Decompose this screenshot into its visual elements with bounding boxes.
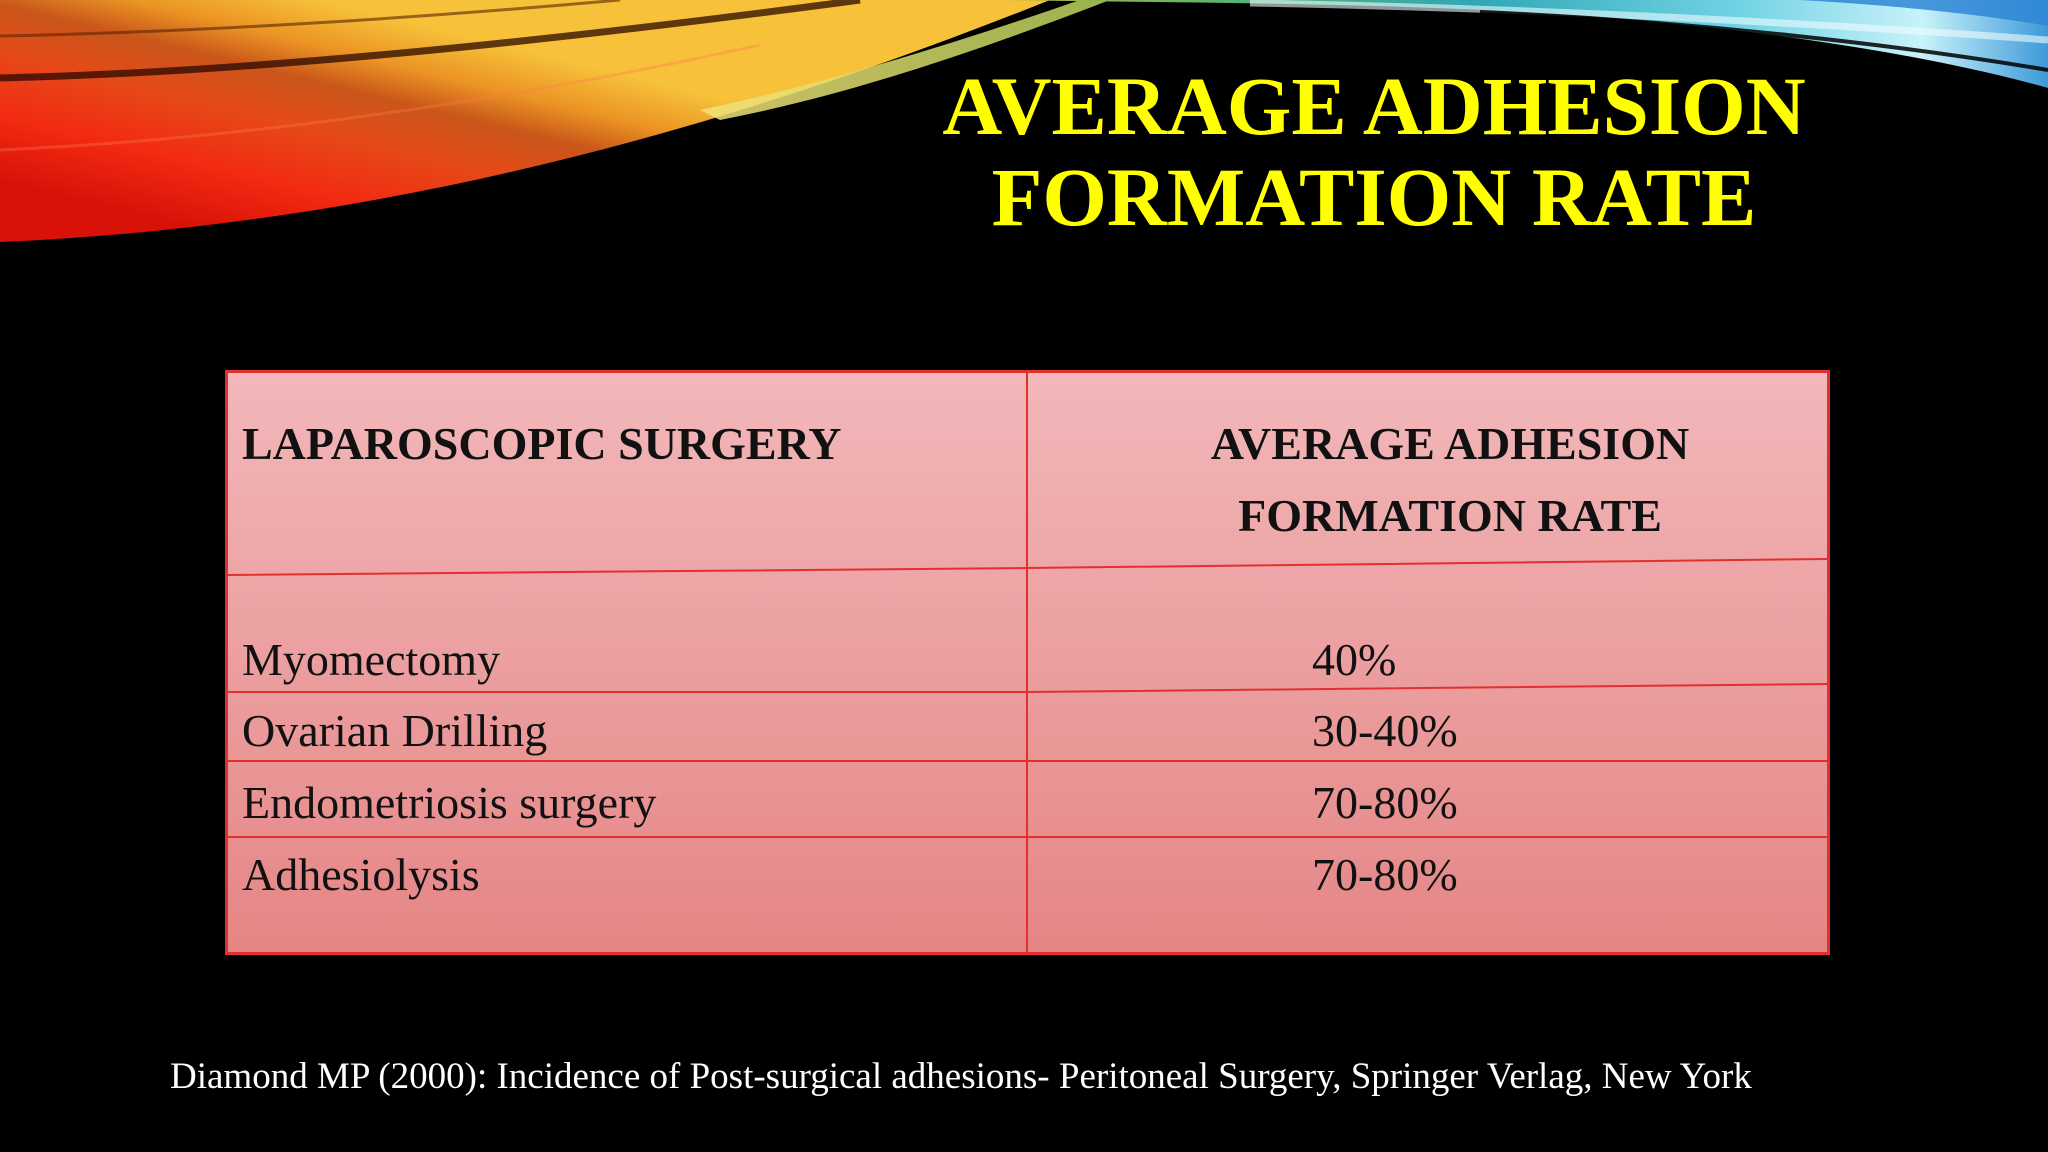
slide-title: AVERAGE ADHESION FORMATION RATE xyxy=(900,61,1848,243)
rate-cell: 70-80% xyxy=(1312,849,1458,900)
row-divider xyxy=(228,683,1828,693)
warm-ribbon-highlight xyxy=(0,43,761,152)
decorative-ribbons xyxy=(0,0,2048,242)
rate-cell: 40% xyxy=(1312,634,1397,685)
table-row: Ovarian Drilling 30-40% xyxy=(225,703,1830,759)
warm-ribbon xyxy=(0,0,1050,242)
blue-ribbon xyxy=(1800,0,2048,26)
column-header-rate: AVERAGE ADHESION FORMATION RATE xyxy=(1150,408,1750,552)
citation: Diamond MP (2000): Incidence of Post-sur… xyxy=(170,1056,1752,1097)
column-header-rate-line: FORMATION RATE xyxy=(1238,490,1662,541)
yellow-ribbon xyxy=(700,0,1110,120)
header-row-divider xyxy=(227,558,1828,576)
table-row: Adhesiolysis 70-80% xyxy=(225,847,1830,903)
warm-ribbon-thin-streak xyxy=(0,0,621,38)
adhesion-rate-table: LAPAROSCOPIC SURGERY AVERAGE ADHESION FO… xyxy=(225,370,1830,955)
table-grid-lines xyxy=(225,370,1830,955)
cool-ribbon-highlight xyxy=(1249,0,2048,44)
rate-cell: 70-80% xyxy=(1312,777,1458,828)
rate-cell: 30-40% xyxy=(1312,705,1458,756)
slide-title-line: AVERAGE ADHESION xyxy=(942,60,1806,152)
procedure-cell: Endometriosis surgery xyxy=(242,777,657,828)
table-row: Endometriosis surgery 70-80% xyxy=(225,775,1830,831)
table-row: Myomectomy 40% xyxy=(225,632,1830,688)
warm-ribbon-dark-streak xyxy=(0,0,861,82)
procedure-cell: Ovarian Drilling xyxy=(242,705,548,756)
column-header-rate-line: AVERAGE ADHESION xyxy=(1210,418,1690,469)
procedure-cell: Myomectomy xyxy=(242,634,501,685)
procedure-cell: Adhesiolysis xyxy=(242,849,480,900)
slide-title-line: FORMATION RATE xyxy=(991,151,1757,243)
column-header-procedure: LAPAROSCOPIC SURGERY xyxy=(242,418,842,469)
cool-ribbon-dark-line xyxy=(1479,10,2048,72)
